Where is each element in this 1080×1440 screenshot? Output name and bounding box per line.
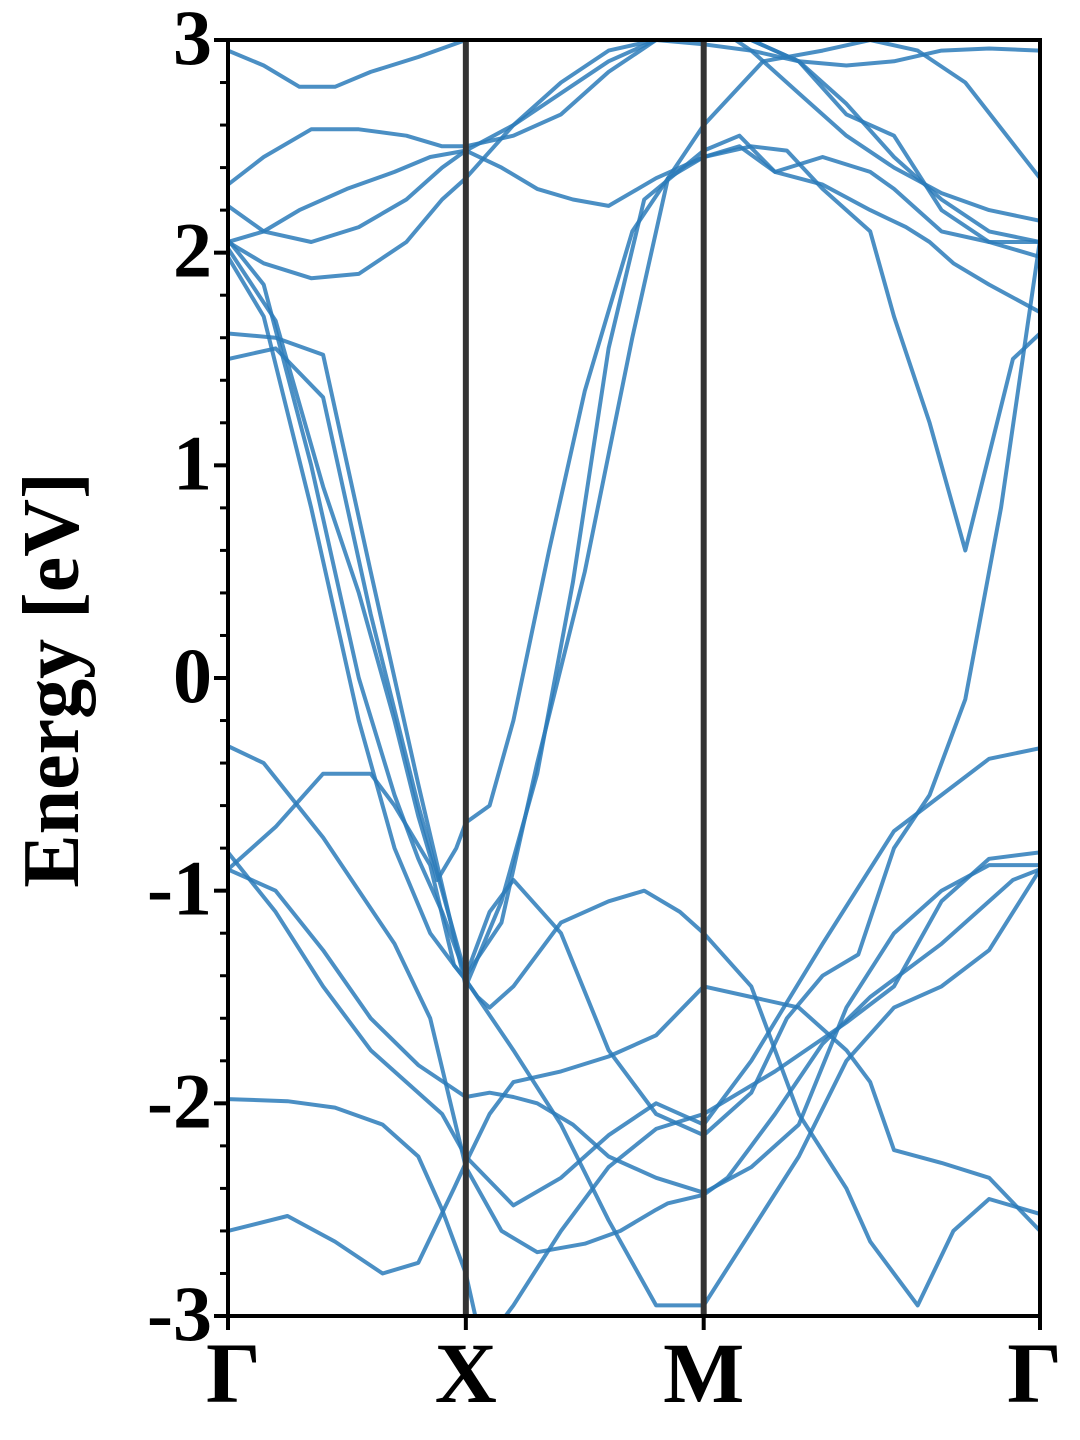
band-line-4 (228, 850, 1040, 1316)
band-line-13 (228, 40, 1040, 223)
y-tick-label: 0 (173, 632, 212, 719)
y-tick-label: -1 (147, 845, 212, 932)
band-line-8 (228, 40, 1040, 882)
y-tick-label: 1 (173, 419, 212, 506)
high-symmetry-dividers (462, 40, 707, 1316)
band-line-9 (228, 133, 1040, 989)
band-line-5 (228, 984, 1040, 1276)
band-line-6 (228, 237, 1040, 1138)
band-line-15 (228, 40, 1040, 89)
band-line-2 (228, 746, 1040, 1208)
x-tick-label: Γ (206, 1325, 261, 1421)
band-line-16 (228, 771, 1040, 1308)
y-tick-label: 3 (173, 0, 212, 81)
x-tick-label: X (435, 1325, 497, 1421)
y-tick-label: -3 (147, 1270, 212, 1357)
y-tick-label: -2 (147, 1057, 212, 1144)
x-tick-label: M (663, 1325, 744, 1421)
band-line-14 (228, 40, 1040, 281)
band-line-11 (228, 144, 1040, 553)
y-axis-label: Energy [eV] (8, 472, 96, 887)
band-line-1 (228, 744, 1040, 1255)
band-lines (228, 40, 1040, 1316)
x-tick-label: Γ (1007, 1325, 1062, 1421)
band-line-7 (228, 254, 1040, 1308)
band-line-12 (228, 40, 1040, 259)
y-axis-ticks: -3 -2 -1 0 1 2 3 (147, 0, 228, 1357)
band-line-10 (228, 144, 1040, 978)
y-tick-label: 2 (173, 207, 212, 294)
band-line-3 (228, 863, 1040, 1195)
